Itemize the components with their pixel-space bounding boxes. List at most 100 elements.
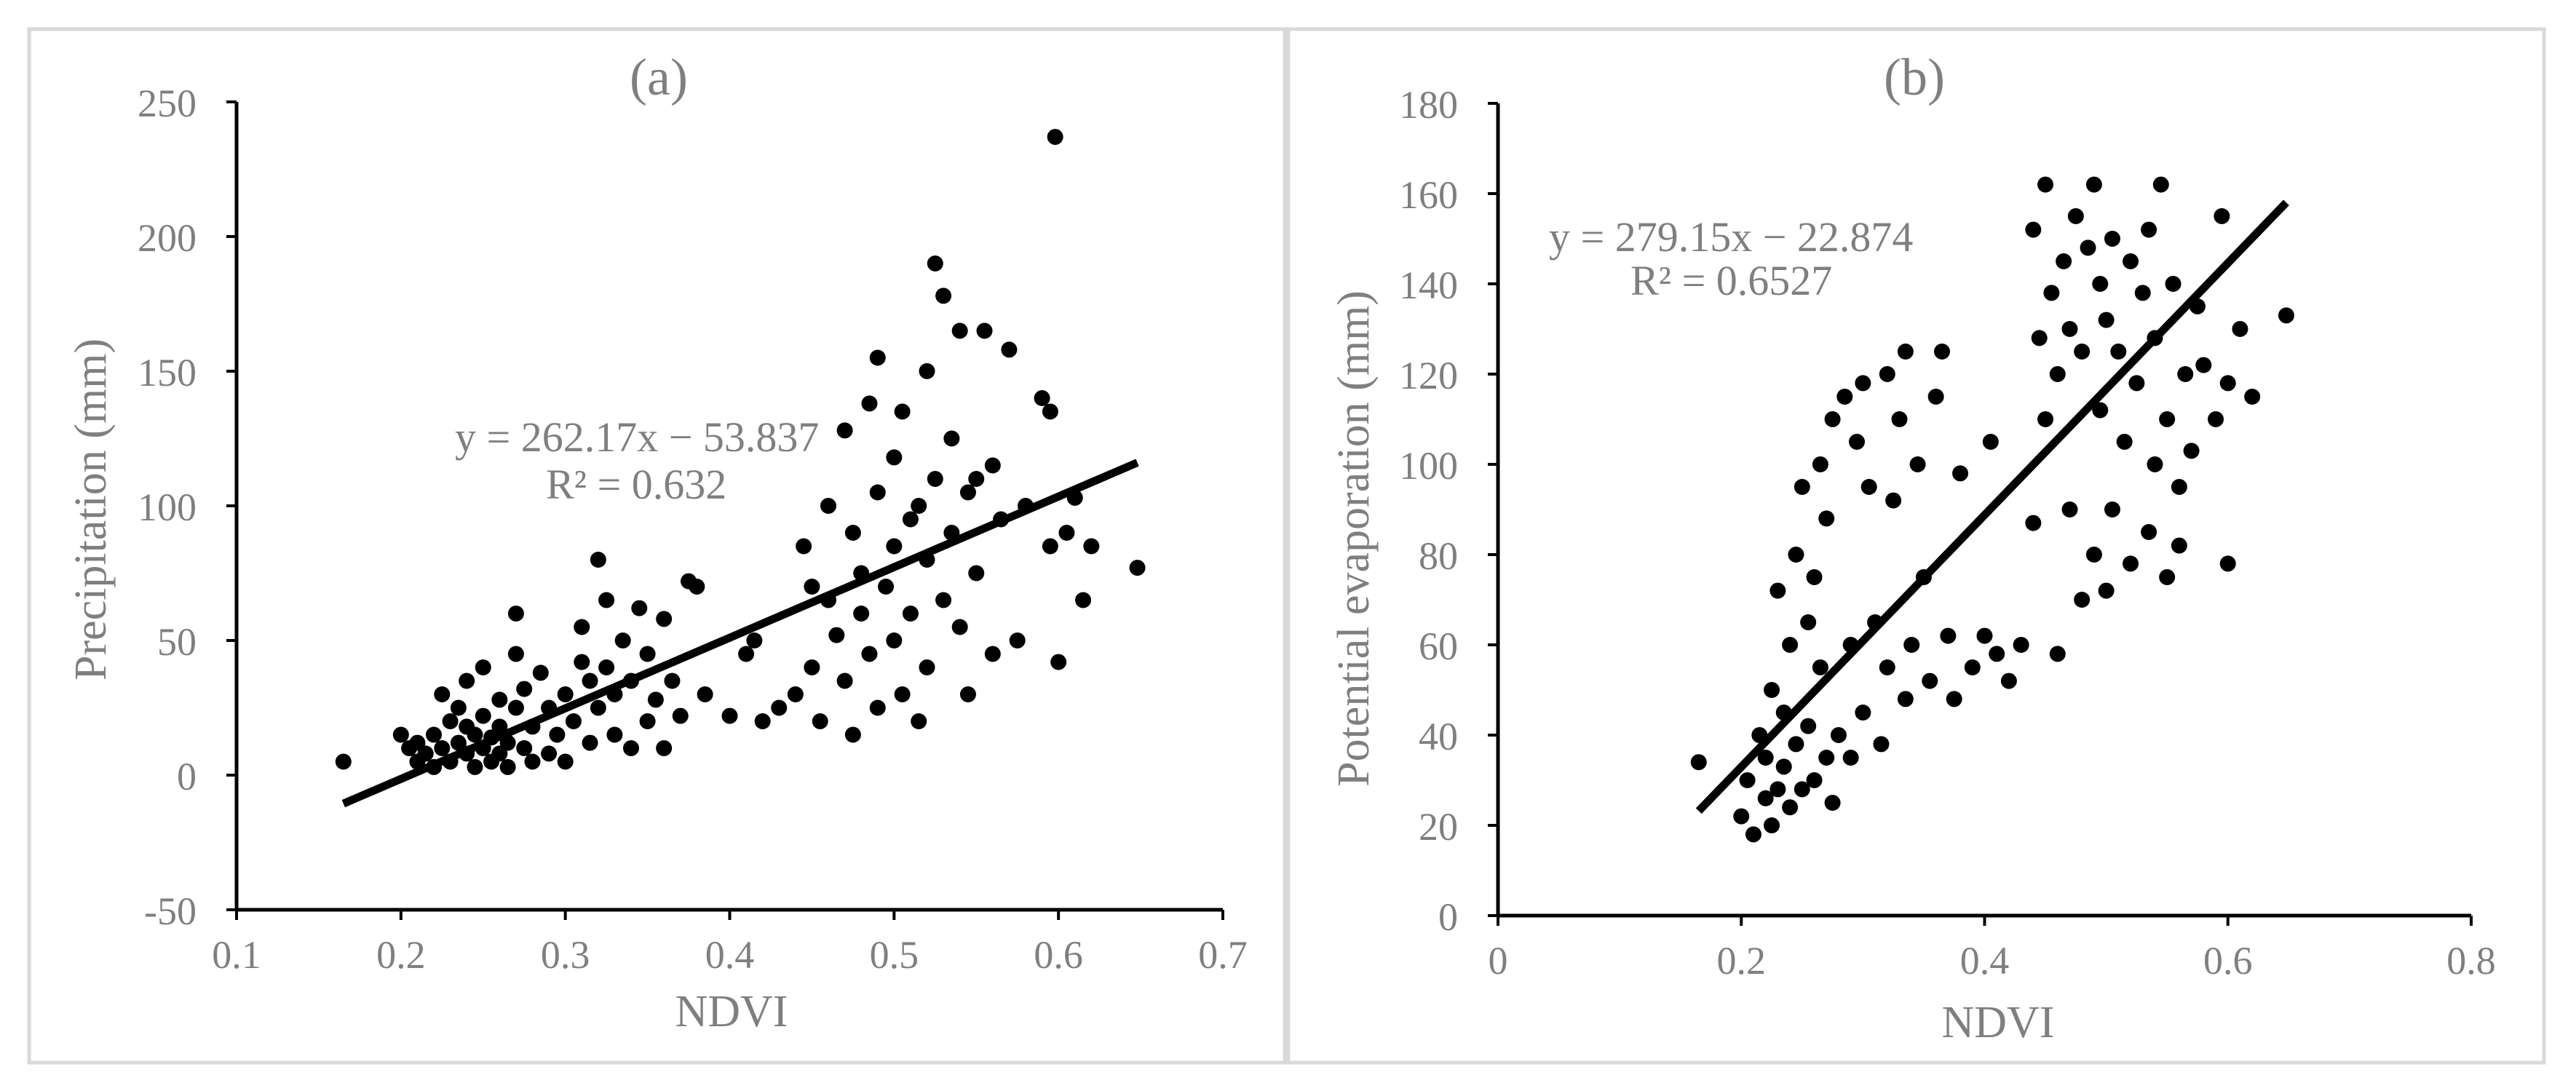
panel-b-data-point — [2128, 375, 2145, 392]
panel-a-data-point — [804, 579, 820, 595]
panel-b-data-point — [2208, 411, 2224, 427]
panel-a-data-point — [656, 611, 673, 627]
panel-b-data-point — [1964, 659, 1981, 675]
panel-b-y-tick-label: 40 — [1419, 715, 1458, 758]
panel-b-data-point — [2067, 208, 2084, 224]
panel-a-y-tick-label: 150 — [138, 351, 197, 394]
panel-a-data-point — [804, 659, 820, 675]
panel-a-data-point — [828, 627, 845, 643]
panel-b-data-point — [1794, 781, 1810, 798]
panel-a-data-point — [951, 619, 968, 635]
panel-a-data-point — [491, 691, 508, 708]
panel-a-data-point — [853, 606, 870, 622]
panel-a-data-point — [442, 713, 459, 729]
panel-b-y-tick-label: 0 — [1438, 895, 1458, 939]
panel-b-data-point — [2134, 285, 2151, 301]
panel-a-data-point — [1075, 592, 1092, 608]
panel-a-data-point — [1083, 538, 1100, 555]
panel-a-x-tick-label: 0.6 — [1034, 933, 1083, 977]
panel-b-data-point — [1976, 627, 1993, 644]
panel-a-data-point — [836, 422, 853, 439]
panel-b-y-tick-label: 80 — [1419, 534, 1458, 578]
panel-a-data-point — [754, 713, 771, 729]
panel-a-data-point — [574, 654, 590, 670]
panel-a-data-point — [820, 498, 836, 514]
panel-a-data-point — [549, 726, 566, 743]
panel-b-data-point — [2043, 285, 2060, 301]
panel-b-data-point — [1769, 582, 1786, 599]
panel-a-data-point — [656, 740, 673, 756]
panel-a-data-point — [1042, 538, 1058, 555]
panel-b-data-point — [2116, 434, 2133, 450]
panel-a-data-point — [1042, 403, 1058, 420]
panel-b-frame — [1286, 27, 2546, 1065]
panel-a-data-point — [951, 322, 968, 339]
panel-a-data-point — [598, 659, 615, 675]
panel-b-y-tick-label: 120 — [1399, 354, 1458, 397]
panel-b-data-point — [1690, 754, 1707, 771]
panel-b-data-point — [2214, 208, 2230, 224]
panel-a-data-point — [1050, 654, 1067, 670]
panel-a-data-point — [598, 592, 615, 608]
panel-b-data-point — [1782, 637, 1799, 653]
panel-a-data-point — [639, 646, 656, 662]
panel-b-data-point — [2195, 357, 2212, 373]
panel-a-data-point — [911, 713, 927, 729]
panel-b-data-point — [1927, 389, 1944, 405]
panel-a-data-point — [968, 471, 985, 487]
panel-a-data-point — [434, 686, 451, 702]
panel-a-data-point — [1034, 390, 1050, 406]
panel-b-data-point — [1775, 758, 1792, 775]
panel-a-data-point — [614, 632, 631, 648]
panel-a-data-point — [507, 646, 524, 662]
panel-a-data-point — [631, 600, 648, 616]
panel-a-data-point — [968, 565, 985, 582]
panel-b-data-point — [1879, 659, 1895, 675]
panel-b-data-point — [1788, 547, 1804, 563]
panel-a-data-point — [507, 699, 524, 716]
panel-b-data-point — [1952, 465, 1969, 482]
panel-a-data-point — [984, 457, 1001, 474]
panel-b-data-point — [1909, 456, 1926, 472]
panel-b-data-point — [2141, 221, 2157, 238]
panel-b-data-point — [2278, 307, 2294, 324]
panel-a-data-point — [844, 726, 861, 743]
panel-b-data-point — [2159, 411, 2176, 427]
panel-b-data-point — [1855, 375, 1871, 392]
panel-b-x-tick-label: 0.8 — [2446, 939, 2496, 983]
panel-a-y-tick-label: 0 — [177, 755, 197, 798]
panel-a-data-point — [1129, 560, 1146, 576]
panel-b-data-point — [2025, 515, 2042, 531]
panel-a-data-point — [721, 707, 738, 724]
panel-b-data-point — [2141, 524, 2157, 540]
panel-a-x-tick-label: 0.3 — [541, 933, 590, 977]
panel-a-y-tick-label: 50 — [157, 620, 197, 664]
panel-a-y-tick-label: -50 — [144, 889, 197, 933]
panel-b-data-point — [1940, 627, 1957, 644]
panel-b-data-point — [1824, 795, 1841, 811]
panel-a-data-point — [911, 498, 927, 514]
panel-b-data-point — [2104, 501, 2120, 517]
panel-a-data-point — [639, 713, 656, 729]
panel-b-data-point — [1922, 673, 1938, 689]
panel-a-data-point — [738, 646, 755, 662]
panel-a-data-point — [894, 403, 911, 420]
panel-b-data-point — [1885, 492, 1902, 509]
panel-a-data-point — [541, 745, 558, 762]
panel-a-x-tick-label: 0.5 — [870, 933, 919, 977]
panel-b-data-point — [1903, 637, 1920, 653]
panel-a-data-point — [499, 758, 516, 775]
panel-a-data-point — [417, 745, 434, 762]
panel-b-data-point — [2123, 555, 2139, 572]
panel-b-data-point — [2092, 402, 2109, 418]
panel-a-title: (a) — [630, 48, 688, 106]
panel-a-data-point — [861, 395, 878, 412]
panel-a-trendline — [341, 459, 1139, 808]
panel-a-data-point — [886, 632, 903, 648]
panel-a-data-point — [516, 740, 533, 756]
panel-b-data-point — [1897, 691, 1914, 707]
panel-a-data-point — [475, 707, 491, 724]
panel-a-y-tick-label: 250 — [138, 82, 197, 125]
panel-a-data-point — [894, 686, 911, 702]
panel-b-data-point — [2147, 456, 2163, 472]
